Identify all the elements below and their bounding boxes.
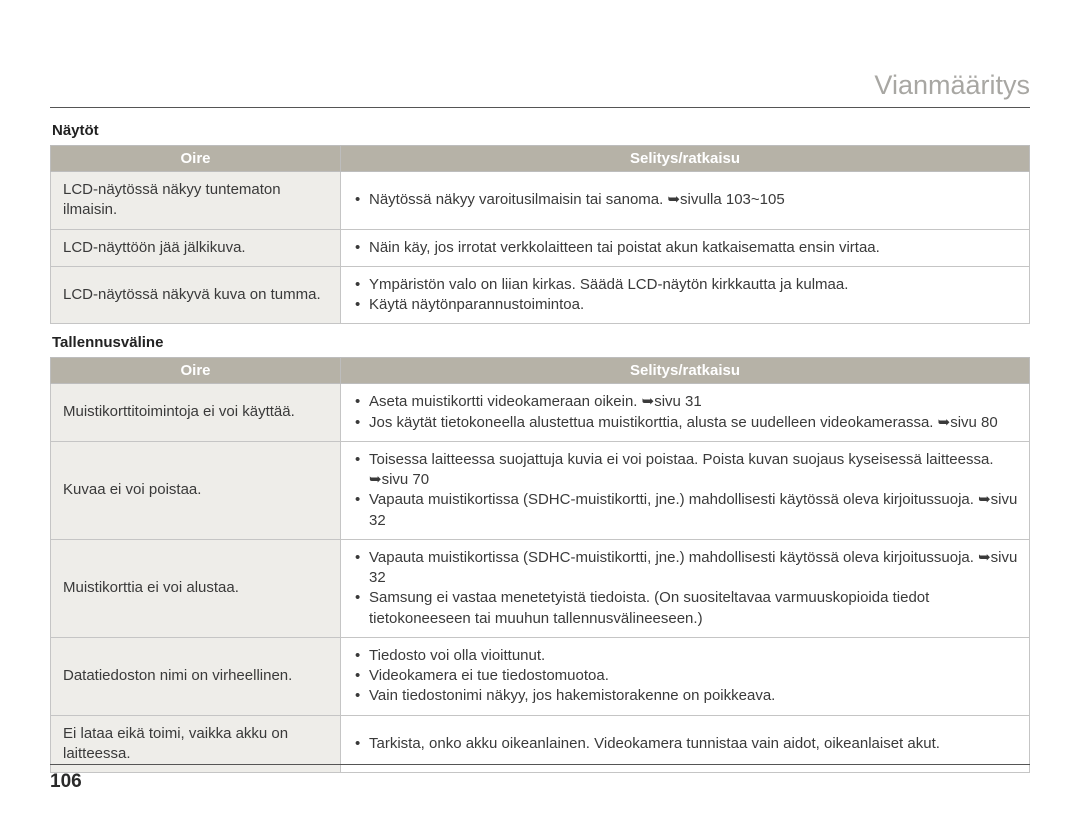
col-header-oire: Oire: [51, 146, 341, 172]
table-row: LCD-näyttöön jää jälkikuva. Näin käy, jos…: [51, 229, 1030, 266]
bullet-item: Ympäristön valo on liian kirkas. Säädä L…: [353, 275, 1019, 295]
bullet-item: Näytössä näkyy varoitusilmaisin tai sano…: [353, 190, 1019, 210]
solution-cell: Aseta muistikortti videokameraan oikein.…: [341, 384, 1030, 442]
section-heading: Tallennusväline: [52, 334, 1030, 351]
page-root: Vianmääritys NäytötOireSelitys/ratkaisuL…: [0, 0, 1080, 827]
bullet-item: Aseta muistikortti videokameraan oikein.…: [353, 392, 1019, 412]
solution-cell: Toisessa laitteessa suojattuja kuvia ei …: [341, 441, 1030, 539]
footer-rule: [50, 764, 1030, 765]
symptom-cell: Kuvaa ei voi poistaa.: [51, 441, 341, 539]
bullet-list: Tiedosto voi olla vioittunut.Videokamera…: [353, 646, 1019, 707]
bullet-item: Videokamera ei tue tiedostomuotoa.: [353, 666, 1019, 686]
solution-cell: Ympäristön valo on liian kirkas. Säädä L…: [341, 266, 1030, 324]
bullet-item: Näin käy, jos irrotat verkkolaitteen tai…: [353, 238, 1019, 258]
table-row: Muistikorttia ei voi alustaa. Vapauta mui…: [51, 539, 1030, 637]
table-row: Muistikorttitoimintoja ei voi käyttää. As…: [51, 384, 1030, 442]
symptom-cell: Datatiedoston nimi on virheellinen.: [51, 637, 341, 715]
col-header-ratkaisu: Selitys/ratkaisu: [341, 358, 1030, 384]
bullet-item: Vapauta muistikortissa (SDHC-muistikortt…: [353, 548, 1019, 589]
page-title: Vianmääritys: [50, 70, 1030, 107]
symptom-cell: LCD-näytössä näkyy tuntematon ilmaisin.: [51, 172, 341, 230]
bullet-item: Tarkista, onko akku oikeanlainen. Videok…: [353, 734, 1019, 754]
table-row: Kuvaa ei voi poistaa. Toisessa laitteessa…: [51, 441, 1030, 539]
bullet-item: Vain tiedostonimi näkyy, jos hakemistora…: [353, 686, 1019, 706]
col-header-ratkaisu: Selitys/ratkaisu: [341, 146, 1030, 172]
bullet-list: Toisessa laitteessa suojattuja kuvia ei …: [353, 450, 1019, 531]
bullet-list: Näytössä näkyy varoitusilmaisin tai sano…: [353, 190, 1019, 210]
bullet-item: Käytä näytönparannustoimintoa.: [353, 295, 1019, 315]
symptom-cell: Muistikorttia ei voi alustaa.: [51, 539, 341, 637]
solution-cell: Näin käy, jos irrotat verkkolaitteen tai…: [341, 229, 1030, 266]
symptom-cell: Muistikorttitoimintoja ei voi käyttää.: [51, 384, 341, 442]
symptom-cell: LCD-näytössä näkyvä kuva on tumma.: [51, 266, 341, 324]
symptom-cell: LCD-näyttöön jää jälkikuva.: [51, 229, 341, 266]
bullet-item: Samsung ei vastaa menetetyistä tiedoista…: [353, 588, 1019, 629]
bullet-list: Vapauta muistikortissa (SDHC-muistikortt…: [353, 548, 1019, 629]
table-row: Datatiedoston nimi on virheellinen.Tiedo…: [51, 637, 1030, 715]
page-number: 106: [50, 771, 82, 793]
solution-cell: Vapauta muistikortissa (SDHC-muistikortt…: [341, 539, 1030, 637]
troubleshoot-table: OireSelitys/ratkaisuMuistikorttitoiminto…: [50, 357, 1030, 773]
section-heading: Näytöt: [52, 122, 1030, 139]
bullet-list: Tarkista, onko akku oikeanlainen. Videok…: [353, 734, 1019, 754]
troubleshoot-table: OireSelitys/ratkaisuLCD-näytössä näkyy t…: [50, 145, 1030, 324]
solution-cell: Tiedosto voi olla vioittunut.Videokamera…: [341, 637, 1030, 715]
bullet-list: Ympäristön valo on liian kirkas. Säädä L…: [353, 275, 1019, 316]
title-rule: [50, 107, 1030, 108]
col-header-oire: Oire: [51, 358, 341, 384]
bullet-list: Näin käy, jos irrotat verkkolaitteen tai…: [353, 238, 1019, 258]
table-row: LCD-näytössä näkyy tuntematon ilmaisin. N…: [51, 172, 1030, 230]
sections-host: NäytötOireSelitys/ratkaisuLCD-näytössä n…: [50, 122, 1030, 773]
solution-cell: Näytössä näkyy varoitusilmaisin tai sano…: [341, 172, 1030, 230]
bullet-item: Vapauta muistikortissa (SDHC-muistikortt…: [353, 490, 1019, 531]
bullet-item: Jos käytät tietokoneella alustettua muis…: [353, 413, 1019, 433]
bullet-item: Tiedosto voi olla vioittunut.: [353, 646, 1019, 666]
bullet-list: Aseta muistikortti videokameraan oikein.…: [353, 392, 1019, 433]
bullet-item: Toisessa laitteessa suojattuja kuvia ei …: [353, 450, 1019, 491]
table-row: LCD-näytössä näkyvä kuva on tumma. Ympäri…: [51, 266, 1030, 324]
